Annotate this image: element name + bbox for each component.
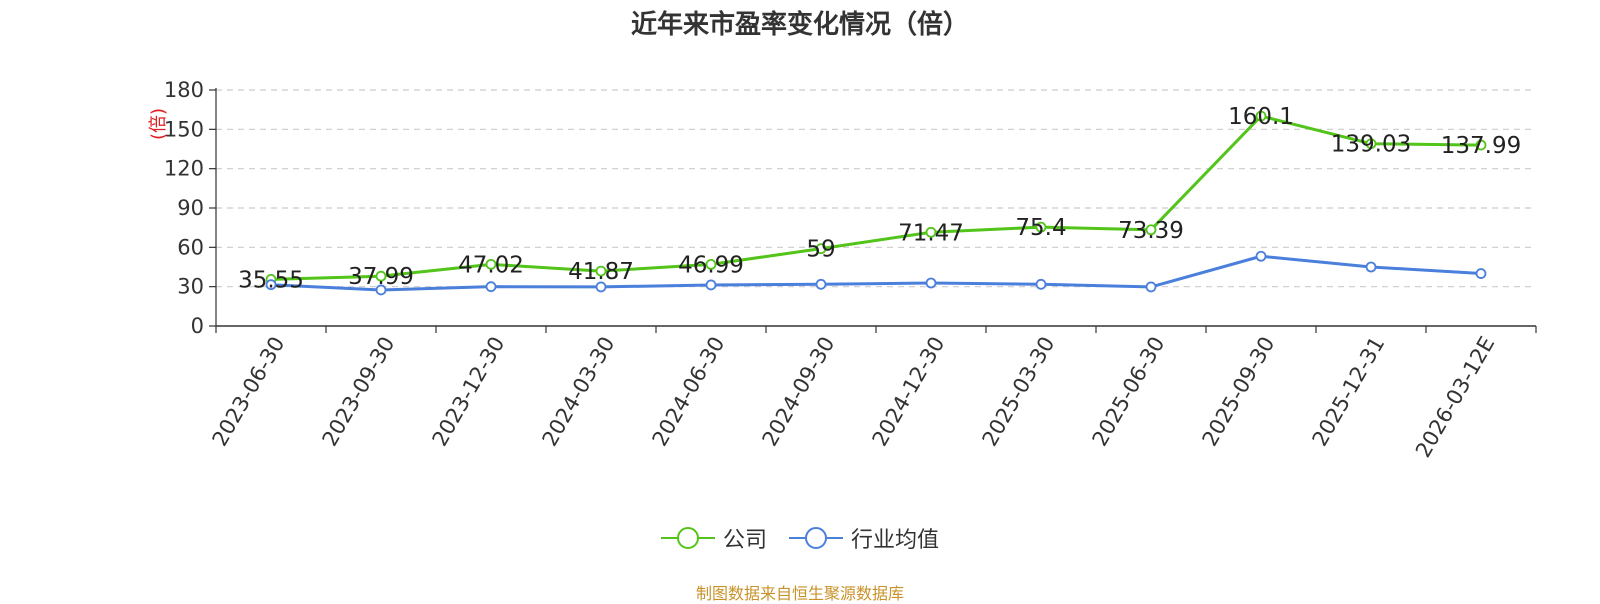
data-label-0-1: 37.99 [348,264,414,290]
series-1-point-7 [1035,278,1047,290]
data-label-0-8: 73.39 [1118,218,1184,244]
series-1-point-5 [815,278,827,290]
data-label-0-2: 47.02 [458,252,524,278]
series-1-point-6 [925,277,937,289]
data-label-0-7: 75.4 [1015,215,1066,241]
series-0-point-4 [705,258,717,270]
legend-company-line-icon [660,527,715,549]
data-labels: 35.55 37.99 47.02 41.87 46.99 59 71.47 75.4 73.3… [238,104,1521,293]
data-label-0-10: 139.03 [1331,132,1411,158]
legend: 公司 行业均值 [0,522,1600,554]
data-label-0-11: 137.99 [1441,133,1521,159]
series-1-point-1 [375,284,387,296]
y-tick-label-180: 180 [164,78,204,102]
y-tick-label-90: 90 [177,196,204,220]
series-0-point-3 [595,265,607,277]
data-label-0-3: 41.87 [568,259,634,285]
legend-item-company[interactable]: 公司 [660,522,767,554]
grid-lines [216,89,1536,288]
x-tick-label-2: 2023-12-30 [428,333,510,451]
source-note: 制图数据来自恒生聚源数据库 [695,584,904,603]
y-tick-label-120: 120 [164,157,204,181]
series-1-point-4 [705,279,717,291]
series-0-point-1 [375,270,387,282]
x-tick-label-1: 2023-09-30 [318,333,400,451]
y-tick-label-0: 0 [191,314,204,338]
series-0-point-8 [1145,224,1157,236]
data-label-0-9: 160.1 [1228,104,1294,130]
x-tick-label-5: 2024-09-30 [758,333,840,451]
x-tick-label-3: 2024-03-30 [538,333,620,451]
series-1-point-8 [1145,281,1157,293]
series-line-0 [270,114,1482,281]
series-0-point-7 [1035,221,1047,233]
x-tick-label-0: 2023-06-30 [208,333,290,451]
legend-item-industry[interactable]: 行业均值 [789,522,939,554]
data-label-0-4: 46.99 [678,252,744,278]
series-0-point-2 [485,258,497,270]
series-1-point-2 [485,281,497,293]
x-tick-label-6: 2024-12-30 [868,333,950,451]
data-label-0-5: 59 [806,237,835,263]
series-1-point-3 [595,281,607,293]
legend-industry-line-icon [789,527,843,549]
data-label-0-0: 35.55 [238,267,304,293]
series-0-point-5 [815,243,827,255]
series-line-1 [270,254,1482,292]
series-1-point-10 [1365,261,1377,273]
series-0-point-10 [1365,138,1377,150]
series-0-point-11 [1475,139,1487,151]
x-tick-label-10: 2025-12-31 [1308,333,1390,451]
y-tick-label-60: 60 [177,235,204,259]
legend-label-industry: 行业均值 [851,528,940,553]
y-axis-title: (倍) [148,108,169,140]
x-tick-label-9: 2025-09-30 [1198,333,1280,451]
series-1-point-11 [1475,268,1487,279]
series-1-point-0 [265,279,277,291]
data-label-0-6: 71.47 [898,220,964,246]
x-tick-label-7: 2025-03-30 [978,333,1060,451]
y-tick-label-150: 150 [164,117,204,141]
chart-title: 近年来市盈率变化情况（倍） [630,10,969,40]
series-0-point-9 [1255,110,1267,122]
y-tick-label-30: 30 [177,275,204,299]
series-1-point-9 [1255,250,1267,262]
legend-label-company: 公司 [722,528,767,553]
x-tick-label-11: 2026-03-12E [1411,333,1499,462]
x-tick-label-4: 2024-06-30 [648,333,730,451]
series-0-point-6 [925,226,937,238]
series-lines [265,110,1487,296]
x-tick-label-8: 2025-06-30 [1088,333,1170,451]
